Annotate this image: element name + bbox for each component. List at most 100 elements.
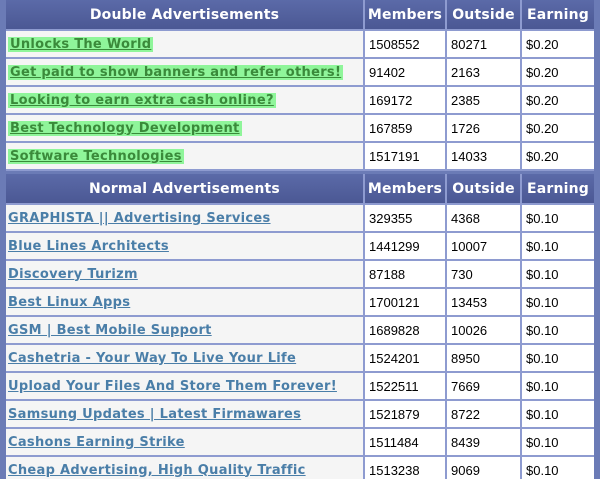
ad-row: Get paid to show banners and refer other… — [6, 59, 594, 87]
ad-title-cell: Cheap Advertising, High Quality Traffic — [6, 457, 365, 479]
members-cell: 1511484 — [365, 429, 447, 457]
members-cell: 167859 — [365, 115, 447, 143]
outside-cell: 2163 — [447, 59, 522, 87]
members-cell: 1521879 — [365, 401, 447, 429]
ad-title-cell: GRAPHISTA || Advertising Services — [6, 205, 365, 233]
earning-cell: $0.10 — [522, 457, 594, 479]
ad-link[interactable]: GSM | Best Mobile Support — [8, 322, 212, 338]
ad-title-cell: Software Technologies — [6, 143, 365, 171]
ad-link[interactable]: Best Linux Apps — [8, 294, 131, 310]
ad-link[interactable]: Looking to earn extra cash online? — [8, 92, 276, 108]
outside-cell: 10007 — [447, 233, 522, 261]
members-cell: 1700121 — [365, 289, 447, 317]
ad-link[interactable]: Best Technology Development — [8, 120, 242, 136]
ad-title-cell: Looking to earn extra cash online? — [6, 87, 365, 115]
earning-column-header: Earning — [522, 0, 594, 31]
outside-cell: 10026 — [447, 317, 522, 345]
earning-cell: $0.10 — [522, 373, 594, 401]
members-column-header: Members — [365, 0, 447, 31]
outside-cell: 8722 — [447, 401, 522, 429]
ad-link[interactable]: Upload Your Files And Store Them Forever… — [8, 378, 337, 394]
earning-cell: $0.20 — [522, 115, 594, 143]
members-cell: 1689828 — [365, 317, 447, 345]
members-cell: 1513238 — [365, 457, 447, 479]
outside-cell: 2385 — [447, 87, 522, 115]
members-column-header: Members — [365, 174, 447, 205]
ad-link[interactable]: Cheap Advertising, High Quality Traffic — [8, 462, 306, 478]
outside-column-header: Outside — [447, 174, 522, 205]
ad-row: Best Linux Apps 1700121 13453 $0.10 — [6, 289, 594, 317]
ad-row: Upload Your Files And Store Them Forever… — [6, 373, 594, 401]
ad-link[interactable]: Software Technologies — [8, 148, 184, 164]
earning-cell: $0.10 — [522, 233, 594, 261]
outside-cell: 80271 — [447, 31, 522, 59]
double-header-row: Double Advertisements Members Outside Ea… — [6, 0, 594, 31]
ad-title-cell: Best Linux Apps — [6, 289, 365, 317]
ad-row: Unlocks The World 1508552 80271 $0.20 — [6, 31, 594, 59]
ad-row: Blue Lines Architects 1441299 10007 $0.10 — [6, 233, 594, 261]
ad-link[interactable]: GRAPHISTA || Advertising Services — [8, 210, 271, 226]
earning-cell: $0.20 — [522, 59, 594, 87]
normal-header-row: Normal Advertisements Members Outside Ea… — [6, 174, 594, 205]
outside-cell: 8950 — [447, 345, 522, 373]
ad-link[interactable]: Discovery Turizm — [8, 266, 138, 282]
ad-title-cell: Upload Your Files And Store Them Forever… — [6, 373, 365, 401]
ad-row: Cashons Earning Strike 1511484 8439 $0.10 — [6, 429, 594, 457]
outside-cell: 9069 — [447, 457, 522, 479]
ad-title-cell: Cashons Earning Strike — [6, 429, 365, 457]
earning-cell: $0.10 — [522, 205, 594, 233]
members-cell: 1524201 — [365, 345, 447, 373]
outside-column-header: Outside — [447, 0, 522, 31]
earning-column-header: Earning — [522, 174, 594, 205]
earning-cell: $0.10 — [522, 429, 594, 457]
earning-cell: $0.10 — [522, 261, 594, 289]
members-cell: 1441299 — [365, 233, 447, 261]
ad-title-cell: GSM | Best Mobile Support — [6, 317, 365, 345]
members-cell: 1517191 — [365, 143, 447, 171]
members-cell: 1508552 — [365, 31, 447, 59]
ad-row: Samsung Updates | Latest Firmawares 15218… — [6, 401, 594, 429]
outside-cell: 7669 — [447, 373, 522, 401]
normal-header: Normal Advertisements Members Outside Ea… — [6, 174, 594, 205]
ad-title-cell: Get paid to show banners and refer other… — [6, 59, 365, 87]
earning-cell: $0.10 — [522, 345, 594, 373]
members-cell: 1522511 — [365, 373, 447, 401]
ad-link[interactable]: Blue Lines Architects — [8, 238, 169, 254]
earning-cell: $0.10 — [522, 317, 594, 345]
ad-row: GRAPHISTA || Advertising Services 329355 4… — [6, 205, 594, 233]
ad-link[interactable]: Cashetria - Your Way To Live Your Life — [8, 350, 297, 366]
outside-cell: 4368 — [447, 205, 522, 233]
normal-ads-body: GRAPHISTA || Advertising Services 329355 4… — [6, 205, 594, 479]
normal-ads-heading: Normal Advertisements — [6, 174, 365, 205]
earning-cell: $0.20 — [522, 31, 594, 59]
double-ads-heading: Double Advertisements — [6, 0, 365, 31]
members-cell: 91402 — [365, 59, 447, 87]
members-cell: 169172 — [365, 87, 447, 115]
earning-cell: $0.20 — [522, 143, 594, 171]
earning-cell: $0.10 — [522, 401, 594, 429]
ad-title-cell: Discovery Turizm — [6, 261, 365, 289]
ad-row: Software Technologies 1517191 14033 $0.20 — [6, 143, 594, 171]
ad-title-cell: Cashetria - Your Way To Live Your Life — [6, 345, 365, 373]
ad-row: Cheap Advertising, High Quality Traffic 1… — [6, 457, 594, 479]
ad-link[interactable]: Unlocks The World — [8, 36, 154, 52]
outside-cell: 1726 — [447, 115, 522, 143]
ad-row: GSM | Best Mobile Support 1689828 10026 $0.… — [6, 317, 594, 345]
ad-title-cell: Samsung Updates | Latest Firmawares — [6, 401, 365, 429]
ad-row: Cashetria - Your Way To Live Your Life 15… — [6, 345, 594, 373]
ad-title-cell: Unlocks The World — [6, 31, 365, 59]
ad-title-cell: Blue Lines Architects — [6, 233, 365, 261]
double-ads-body: Unlocks The World 1508552 80271 $0.20 Get pa… — [6, 31, 594, 171]
members-cell: 329355 — [365, 205, 447, 233]
ad-link[interactable]: Get paid to show banners and refer other… — [8, 64, 344, 80]
ad-row: Discovery Turizm 87188 730 $0.10 — [6, 261, 594, 289]
outside-cell: 14033 — [447, 143, 522, 171]
ad-link[interactable]: Cashons Earning Strike — [8, 434, 185, 450]
ad-row: Best Technology Development 167859 1726 $0.… — [6, 115, 594, 143]
ads-table: Double Advertisements Members Outside Ea… — [6, 0, 594, 479]
members-cell: 87188 — [365, 261, 447, 289]
outside-cell: 13453 — [447, 289, 522, 317]
earning-cell: $0.10 — [522, 289, 594, 317]
ad-link[interactable]: Samsung Updates | Latest Firmawares — [8, 406, 302, 422]
